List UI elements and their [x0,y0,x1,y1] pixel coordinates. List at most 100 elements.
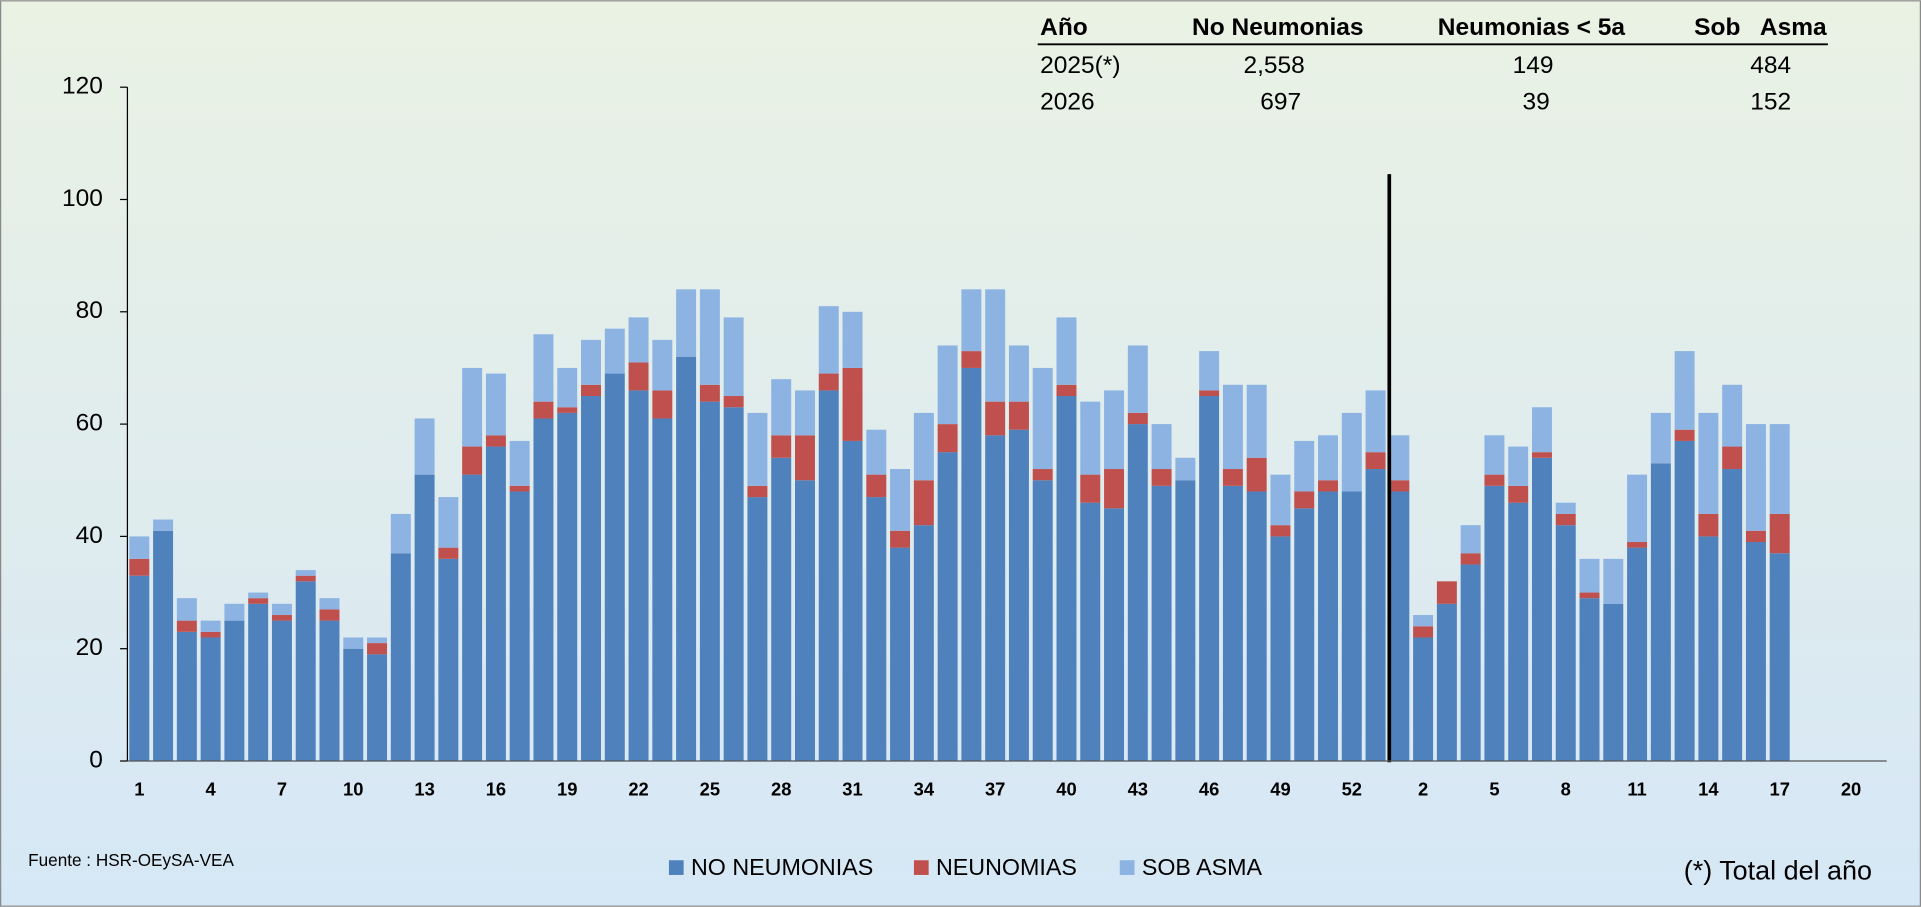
x-tick-label: 5 [1489,778,1499,799]
bar-segment [1056,396,1077,762]
bar-segment [913,525,934,762]
bar-segment [1769,513,1790,554]
bar-segment [509,491,530,762]
table-header: Sob Asma [1694,14,1827,41]
bar-segment [1056,384,1077,397]
bar-segment [1270,536,1291,762]
bar-segment [485,435,506,447]
bar-segment [1032,480,1053,762]
y-tick-label: 100 [62,185,103,212]
x-tick-label: 34 [914,778,935,799]
bar-segment [1627,542,1648,548]
bar-segment [699,384,720,402]
bar-segment [1698,536,1719,762]
bar-segment [248,603,269,762]
bar-segment [723,407,744,762]
bar-segment [1008,345,1029,402]
bar-segment [1318,435,1338,481]
bar-segment [248,592,269,599]
y-tick-label: 80 [76,297,103,324]
bar-segment [747,412,768,486]
bar-segment [295,575,316,582]
bar-segment [866,429,887,475]
x-tick-label: 13 [414,778,434,799]
bar-segment [271,603,292,616]
bar-segment [1674,440,1695,762]
bar-segment [1294,508,1315,762]
bar-segment [271,620,292,762]
bar-segment [676,356,697,762]
table-header: Año [1040,14,1088,41]
source-note: Fuente : HSR-OEySA-VEA [28,850,234,870]
bar-segment [1722,446,1743,470]
bar-segment [1151,424,1172,470]
bar-segment [581,396,601,762]
bar-segment [1508,446,1529,486]
table-header: Neumonias < 5a [1438,14,1626,41]
bar-segment [200,620,221,632]
total-note: (*) Total del año [1684,856,1872,886]
bar-segment [509,440,530,486]
bar-segment [1365,390,1386,453]
bar-segment [866,474,887,498]
bar-segment [1199,396,1220,762]
x-tick-label: 52 [1342,778,1362,799]
bar-segment [367,654,388,762]
x-tick-label: 28 [771,778,791,799]
table-cell: 484 [1750,52,1791,79]
x-tick-label: 43 [1128,778,1148,799]
bar-segment [129,536,150,559]
table-header: No Neumonias [1192,14,1364,41]
summary-table: Año No Neumonias Neumonias < 5a Sob Asma… [1037,14,1828,116]
x-tick-label: 46 [1199,778,1219,799]
bar-segment [1199,390,1220,397]
bar-segment [937,452,958,762]
bar-segment [438,547,459,559]
bar-segment [1722,384,1743,447]
bar-segment [937,345,958,425]
bar-segment [1151,485,1172,762]
bar-segment [1722,469,1743,762]
bar-segment [1650,463,1671,762]
bar-segment [1627,474,1648,543]
bar-segment [652,418,673,762]
bar-segment [1270,474,1291,526]
x-tick-label: 8 [1561,778,1571,799]
bar-segment [462,446,483,475]
bar-segment [557,407,578,413]
bar-segment [1413,615,1434,627]
bar-segment [1032,367,1053,470]
bar-segment [1555,525,1576,762]
x-tick-label: 37 [985,778,1005,799]
bar-segment [509,485,530,492]
bar-segment [129,558,150,576]
bar-segment [1579,592,1600,599]
bar-segment [1698,513,1719,537]
bar-segment [723,317,744,397]
bar-segment [1745,424,1766,531]
bar-segment [1389,480,1410,492]
bar-segment [1508,502,1529,762]
bar-segment [485,373,506,436]
bar-segment [1175,457,1196,481]
bar-segment [985,289,1006,402]
bar-segment [1008,429,1029,762]
y-tick-label: 120 [62,73,103,100]
bar-segment [676,289,697,357]
bar-segment [604,328,625,374]
table-cell: 149 [1513,52,1554,79]
bar-segment [1627,547,1648,762]
bar-segment [628,317,649,363]
bar-segment [1365,469,1386,762]
bar-segment [842,440,863,762]
bar-segment [1508,485,1529,503]
bar-segment [1222,469,1243,486]
y-tick-label: 60 [76,410,103,437]
bar-segment [1413,626,1434,638]
bar-segment [985,401,1006,436]
bar-segment [818,390,839,762]
bar-segment [1270,525,1291,537]
bar-segment [1056,317,1077,385]
